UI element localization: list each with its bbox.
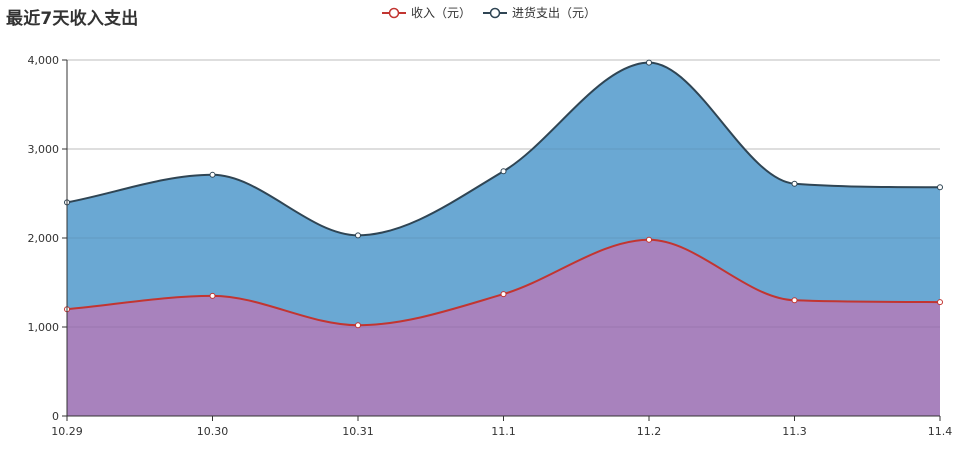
data-point bbox=[646, 236, 652, 243]
data-point bbox=[209, 171, 216, 178]
legend-label-expense: 进货支出（元） bbox=[512, 6, 597, 20]
data-point bbox=[937, 299, 943, 306]
data-point bbox=[791, 297, 798, 304]
chart-title: 最近7天收入支出 bbox=[6, 9, 139, 29]
x-tick-label: 10.31 bbox=[342, 425, 374, 438]
legend-item-income[interactable]: 收入（元） bbox=[382, 4, 471, 21]
data-point bbox=[646, 59, 652, 66]
x-tick-label: 11.1 bbox=[491, 425, 516, 438]
data-point bbox=[355, 322, 361, 329]
y-tick-label: 3,000 bbox=[28, 143, 60, 156]
x-tick-label: 10.30 bbox=[197, 425, 229, 438]
x-tick-label: 11.3 bbox=[782, 425, 807, 438]
legend-label-income: 收入（元） bbox=[411, 6, 472, 20]
data-point bbox=[500, 291, 507, 298]
data-point bbox=[209, 292, 216, 299]
x-tick-label: 10.29 bbox=[51, 425, 83, 438]
x-tick-label: 11.4 bbox=[928, 425, 953, 438]
y-tick-label: 0 bbox=[52, 410, 59, 423]
legend-line-circle-icon bbox=[382, 7, 406, 18]
legend: 收入（元） 进货支出（元） bbox=[382, 4, 596, 21]
legend-line-circle-icon bbox=[483, 7, 508, 18]
y-tick-label: 4,000 bbox=[28, 54, 60, 67]
y-tick-label: 1,000 bbox=[28, 321, 60, 334]
legend-item-expense[interactable]: 进货支出（元） bbox=[483, 4, 596, 21]
data-point bbox=[500, 168, 507, 175]
x-tick-label: 11.2 bbox=[637, 425, 662, 438]
data-point bbox=[791, 180, 798, 187]
data-point bbox=[355, 232, 361, 239]
series-area bbox=[67, 239, 940, 416]
y-tick-label: 2,000 bbox=[28, 232, 60, 245]
data-point bbox=[937, 184, 943, 191]
